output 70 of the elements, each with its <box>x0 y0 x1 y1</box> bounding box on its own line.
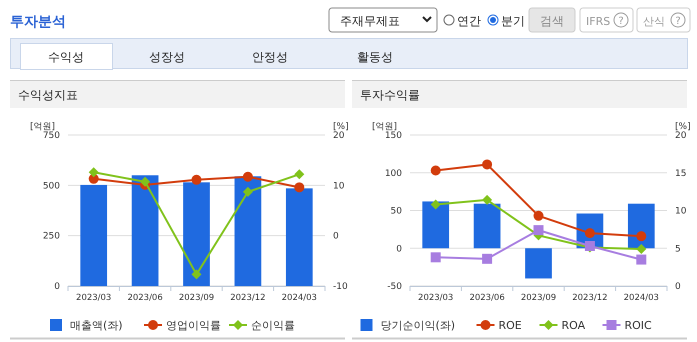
bar <box>474 204 500 248</box>
y2-tick-label: 10 <box>675 206 687 216</box>
x-tick-label: 2023/03 <box>418 293 454 303</box>
x-tick-label: 2023/03 <box>76 293 112 303</box>
chart-title: 투자수익률 <box>360 88 420 102</box>
legend-label: 영업이익률 <box>166 319 221 332</box>
y2-tick-label: -10 <box>333 282 348 292</box>
point <box>482 194 492 205</box>
x-tick-label: 2024/03 <box>624 293 659 303</box>
y-tick-label: 0 <box>54 282 60 292</box>
point <box>534 210 544 221</box>
x-tick-label: 2023/12 <box>230 293 266 303</box>
y2-tick-label: 0 <box>333 232 339 242</box>
point <box>294 182 304 192</box>
point <box>242 186 253 197</box>
y-axis-title: [억원] <box>30 122 56 132</box>
bar <box>286 188 313 286</box>
legend-label: ROE <box>498 319 522 332</box>
bar <box>525 248 552 278</box>
y-tick-label: 750 <box>42 131 60 141</box>
x-tick-label: 2023/09 <box>520 293 556 303</box>
point <box>192 174 202 185</box>
x-tick-label: 2023/12 <box>572 293 608 303</box>
y-tick-label: 150 <box>384 131 402 141</box>
point <box>294 169 304 180</box>
y-tick-label: 100 <box>384 168 402 179</box>
point <box>636 254 646 265</box>
point <box>242 172 253 182</box>
legend-label: 매출액(좌) <box>70 319 123 332</box>
legend-label: 순이익률 <box>251 319 295 332</box>
bar <box>183 182 210 286</box>
y2-axis-title: [%] <box>675 122 691 132</box>
point <box>534 225 544 236</box>
point <box>192 269 202 280</box>
y-tick-label: 500 <box>42 181 60 192</box>
y2-axis-title: [%] <box>333 122 349 132</box>
bar <box>80 184 108 286</box>
chart-title: 수익성지표 <box>18 88 78 102</box>
legend-label: 당기순이익(좌) <box>380 319 456 332</box>
bar <box>234 176 262 286</box>
point <box>636 244 646 254</box>
y-tick-label: -50 <box>387 282 402 292</box>
y2-tick-label: 10 <box>333 181 345 192</box>
x-tick-label: 2024/03 <box>282 293 317 303</box>
y-tick-label: 250 <box>42 232 60 242</box>
y-tick-label: 0 <box>396 244 402 254</box>
y-tick-label: 50 <box>390 206 402 216</box>
legend-label: ROIC <box>624 319 652 332</box>
y2-tick-label: 15 <box>675 168 686 179</box>
y2-tick-label: 5 <box>675 244 681 254</box>
header: 투자분석 주재무제표 연간 분기 검색 IFRS ? 산식 ? 수익성 성장성 안정성 활동성 <box>10 8 690 70</box>
bar <box>628 204 655 248</box>
point <box>482 254 492 264</box>
bar <box>422 201 450 248</box>
bar <box>132 175 158 286</box>
point <box>430 252 441 262</box>
point <box>636 231 646 242</box>
y2-tick-label: 20 <box>333 131 345 141</box>
point <box>430 165 441 176</box>
x-tick-label: 2023/06 <box>127 293 163 303</box>
y2-tick-label: 20 <box>675 131 687 141</box>
y2-tick-label: 0 <box>675 282 681 292</box>
x-tick-label: 2023/09 <box>178 293 214 303</box>
legend-label: ROA <box>562 319 586 332</box>
point <box>140 176 150 187</box>
point <box>88 167 99 178</box>
x-tick-label: 2023/06 <box>469 293 505 303</box>
y-axis-title: [억원] <box>372 122 398 132</box>
point <box>430 199 441 210</box>
point <box>482 159 492 170</box>
